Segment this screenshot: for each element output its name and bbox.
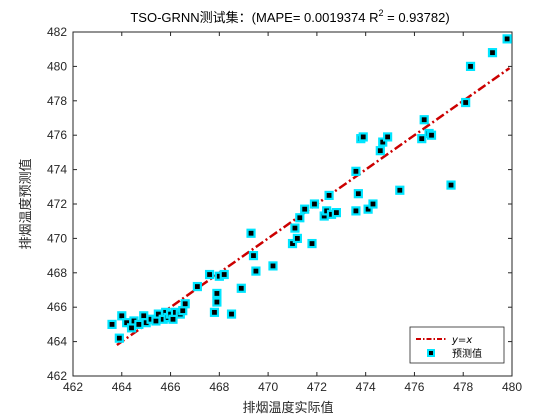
data-point — [134, 319, 144, 329]
data-point — [465, 61, 476, 72]
x-tick-label: 462 — [63, 380, 83, 394]
x-tick-label: 464 — [112, 380, 132, 394]
data-point — [378, 137, 388, 147]
x-tick-label: 480 — [502, 380, 522, 394]
legend-reference-y: y — [451, 335, 459, 346]
data-point — [114, 333, 124, 343]
x-tick-label: 468 — [209, 380, 229, 394]
data-point — [375, 146, 385, 156]
data-point — [368, 199, 378, 209]
data-point — [180, 299, 190, 309]
x-tick-label: 476 — [404, 380, 424, 394]
y-tick-label: 482 — [47, 25, 67, 39]
data-point — [300, 204, 310, 214]
y-tick-label: 468 — [47, 266, 67, 280]
data-point — [307, 238, 317, 249]
y-tick-label: 472 — [47, 197, 67, 211]
x-tick-label: 470 — [258, 380, 278, 394]
legend-marker-swatch — [427, 349, 435, 357]
axis-ticks: 462 464 466 468 470 472 474 476 478 480 462 464 466 4… — [47, 25, 522, 394]
x-tick-label: 478 — [453, 380, 473, 394]
data-point — [268, 261, 278, 271]
legend-reference-x: x — [465, 335, 472, 346]
data-point — [292, 233, 302, 243]
data-point — [502, 34, 512, 44]
data-point — [383, 132, 393, 142]
data-point — [363, 204, 373, 214]
data-points — [107, 34, 512, 343]
legend-box — [409, 326, 505, 364]
data-point — [461, 97, 471, 108]
data-point — [204, 269, 215, 280]
y-tick-label: 466 — [47, 300, 67, 314]
data-point — [107, 319, 117, 329]
x-axis-title: 排烟温度实际值 — [242, 400, 333, 416]
data-point — [219, 269, 229, 280]
data-point — [209, 307, 220, 317]
data-point — [290, 223, 300, 233]
data-point — [419, 115, 429, 125]
data-point — [212, 297, 222, 307]
legend-label-reference: y=x — [451, 335, 472, 346]
x-tick-label: 474 — [356, 380, 376, 394]
y-tick-label: 474 — [47, 163, 67, 177]
data-point — [417, 134, 427, 144]
data-point — [351, 166, 361, 176]
data-point — [212, 288, 222, 299]
legend: y=x 预测值 — [409, 326, 505, 364]
y-tick-label: 478 — [47, 94, 67, 108]
data-point — [295, 213, 305, 223]
data-point — [358, 132, 368, 142]
data-point — [236, 283, 246, 293]
data-point — [331, 208, 341, 218]
data-point — [287, 238, 298, 249]
data-point — [395, 185, 405, 195]
data-point — [251, 266, 261, 276]
y-tick-label: 462 — [47, 369, 67, 383]
data-point — [426, 130, 437, 140]
y-tick-label: 480 — [47, 59, 67, 73]
data-point — [351, 206, 361, 216]
data-point — [246, 228, 256, 238]
data-point — [309, 199, 320, 209]
data-point — [226, 309, 237, 319]
y-tick-label: 464 — [47, 335, 67, 349]
chart-title-main: TSO-GRNN测试集：(MAPE= 0.0019374 R — [130, 10, 378, 25]
data-point — [192, 281, 202, 292]
y-tick-label: 470 — [47, 231, 67, 245]
chart-title-superscript: 2 — [379, 8, 384, 18]
data-point — [353, 189, 363, 199]
legend-label-predicted: 预测值 — [452, 347, 482, 360]
y-tick-label: 476 — [47, 128, 67, 142]
data-point — [446, 180, 456, 190]
data-point — [324, 190, 334, 200]
data-point — [487, 48, 498, 58]
y-axis-title: 排烟温度预测值 — [18, 158, 34, 249]
chart-title-suffix: = 0.93782) — [384, 10, 450, 25]
data-point — [117, 311, 127, 321]
chart-title: TSO-GRNN测试集：(MAPE= 0.0019374 R2 = 0.9378… — [130, 8, 449, 25]
x-tick-label: 472 — [307, 380, 327, 394]
x-tick-label: 466 — [161, 380, 181, 394]
data-point — [248, 251, 259, 261]
